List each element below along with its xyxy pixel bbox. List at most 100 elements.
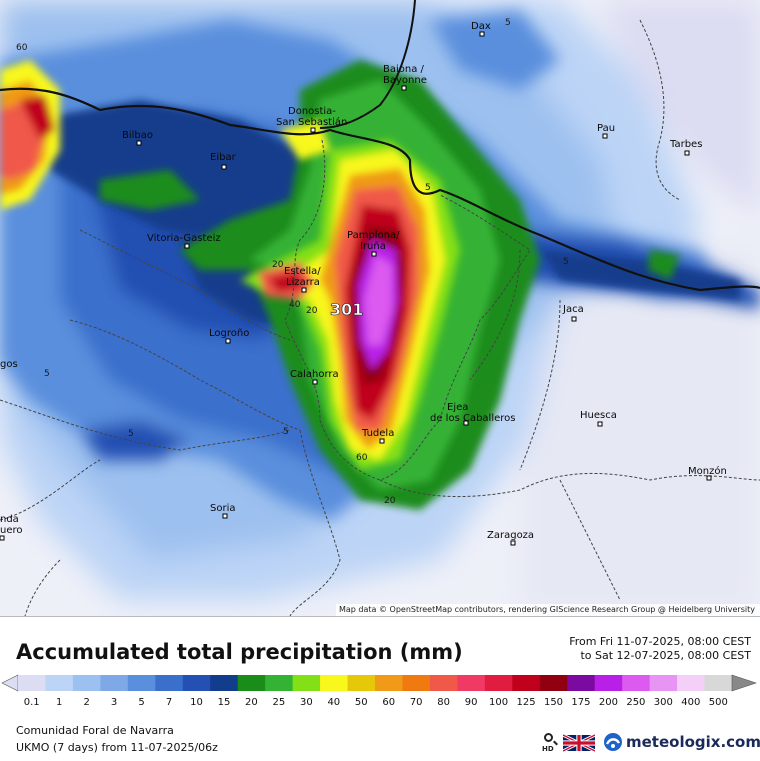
legend-label: 20 — [245, 697, 258, 708]
city-name-line: Ejea — [447, 402, 468, 413]
legend-swatch — [567, 675, 596, 691]
legend-label: 0.1 — [24, 697, 40, 708]
city-calahorra: Calahorra — [290, 369, 339, 385]
meteologix-logo-icon — [604, 733, 622, 751]
city-donostia: Donostia-San Sebastián — [276, 106, 347, 133]
city-bilbao: Bilbao — [122, 130, 153, 146]
legend-arrow-left — [1, 674, 19, 692]
legend-label: 25 — [273, 697, 286, 708]
svg-text:Pamplona/Iruña: Pamplona/Iruña — [347, 230, 400, 252]
contour-label: 40 — [289, 300, 301, 310]
city-name-line: Bayonne — [383, 75, 427, 86]
color-scale-legend: 0.1 1 2 3 5 7 10 15 20 25 30 40 50 60 70 80 90 100 125 150 1… — [1, 674, 757, 708]
map-attribution[interactable]: Map data © OpenStreetMap contributors, r… — [336, 604, 760, 616]
legend-swatch — [484, 675, 513, 691]
svg-text:Tarbes: Tarbes — [669, 139, 702, 150]
city-dax: Dax — [471, 21, 491, 37]
contour-label: 5 — [128, 429, 134, 439]
meteologix-logo[interactable]: meteologix.com — [603, 731, 760, 753]
map-title: Accumulated total precipitation (mm) — [16, 640, 463, 664]
svg-text:Estella/Lizarra: Estella/Lizarra — [284, 266, 321, 288]
legend-swatch — [155, 675, 184, 691]
legend-swatch — [457, 675, 486, 691]
period-from: From Fri 11-07-2025, 08:00 CEST — [569, 635, 751, 648]
region-border-navarra — [284, 139, 531, 481]
brand-text: meteologix.com — [626, 733, 760, 751]
svg-text:Monzón: Monzón — [688, 465, 727, 477]
legend-swatch — [347, 675, 376, 691]
city-logrono: Logroño — [209, 328, 249, 344]
city-tarbes: Tarbes — [669, 139, 702, 156]
city-aranda: nda uero — [0, 514, 23, 541]
city-burgos: gos — [0, 359, 18, 370]
uk-flag-icon[interactable] — [563, 734, 595, 752]
city-estella: Estella/Lizarra — [284, 266, 321, 293]
legend-label: 150 — [544, 697, 563, 708]
svg-text:Pau: Pau — [597, 123, 615, 134]
legend-swatch — [210, 675, 239, 691]
city-vitoria: Vitoria-Gasteiz — [147, 233, 221, 249]
precipitation-map[interactable]: 60 5 5 20 40 20 5 5 5 60 20 5 301 Dax Ba… — [0, 0, 760, 617]
svg-text:Zaragoza: Zaragoza — [487, 530, 534, 541]
svg-text:Huesca: Huesca — [580, 410, 617, 421]
city-name-line: Pamplona/ — [347, 230, 400, 241]
city-name-line: nda — [0, 514, 19, 525]
contour-label: 60 — [16, 43, 28, 53]
svg-text:Vitoria-Gasteiz: Vitoria-Gasteiz — [147, 233, 221, 244]
legend-swatch — [512, 675, 541, 691]
legend-label: 30 — [300, 697, 313, 708]
svg-text:Dax: Dax — [471, 21, 491, 32]
svg-text:gos: gos — [0, 359, 18, 370]
legend-arrow-right — [731, 674, 757, 692]
legend-swatch — [677, 675, 706, 691]
city-pau: Pau — [597, 123, 615, 139]
legend-swatch — [292, 675, 321, 691]
legend-label: 1 — [56, 697, 62, 708]
legend-swatch — [320, 675, 349, 691]
legend-swatch — [45, 675, 74, 691]
city-name-line: Baiona / — [383, 64, 425, 75]
contour-label: 5 — [425, 183, 431, 193]
max-value-label: 301 — [330, 300, 363, 319]
legend-label: 500 — [709, 697, 728, 708]
legend-swatch — [127, 675, 156, 691]
legend-swatch — [182, 675, 211, 691]
city-eibar: Eibar — [210, 152, 237, 170]
contour-label: 60 — [356, 453, 368, 463]
legend-label: 2 — [83, 697, 89, 708]
city-jaca: Jaca — [562, 304, 584, 322]
time-period: From Fri 11-07-2025, 08:00 CEST to Sat 1… — [569, 635, 751, 663]
legend-swatch — [265, 675, 294, 691]
magnifier-icon — [544, 733, 553, 742]
city-monzon: Monzón — [688, 465, 727, 481]
legend-swatch — [649, 675, 678, 691]
svg-text:Eibar: Eibar — [210, 152, 237, 163]
legend-swatch — [18, 675, 46, 691]
region-border-west — [0, 229, 301, 451]
legend-label: 15 — [218, 697, 231, 708]
svg-text:Donostia-San Sebastián: Donostia-San Sebastián — [276, 106, 347, 128]
city-soria: Soria — [210, 503, 235, 519]
legend-label: 3 — [111, 697, 117, 708]
city-baiona: Baiona / Bayonne — [383, 64, 427, 91]
city-name-line: Estella/ — [284, 266, 321, 277]
legend-label: 400 — [681, 697, 700, 708]
legend-label: 7 — [166, 697, 172, 708]
legend-swatch — [100, 675, 129, 691]
svg-text:Baiona /Bayonne: Baiona / Bayonne — [383, 64, 427, 86]
legend-label: 60 — [382, 697, 395, 708]
city-name-line: Iruña — [360, 241, 386, 252]
legend-swatch — [72, 675, 101, 691]
legend-label: 200 — [599, 697, 618, 708]
city-name-line: San Sebastián — [276, 116, 347, 128]
precip-core — [0, 60, 460, 470]
legend-label: 175 — [571, 697, 590, 708]
hd-zoom-button[interactable]: HD — [542, 733, 558, 755]
legend-swatch — [594, 675, 623, 691]
legend-panel: Accumulated total precipitation (mm) Fro… — [0, 616, 760, 761]
legend-swatch — [622, 675, 651, 691]
svg-text:Bilbao: Bilbao — [122, 130, 153, 141]
contour-label: 20 — [306, 306, 318, 316]
